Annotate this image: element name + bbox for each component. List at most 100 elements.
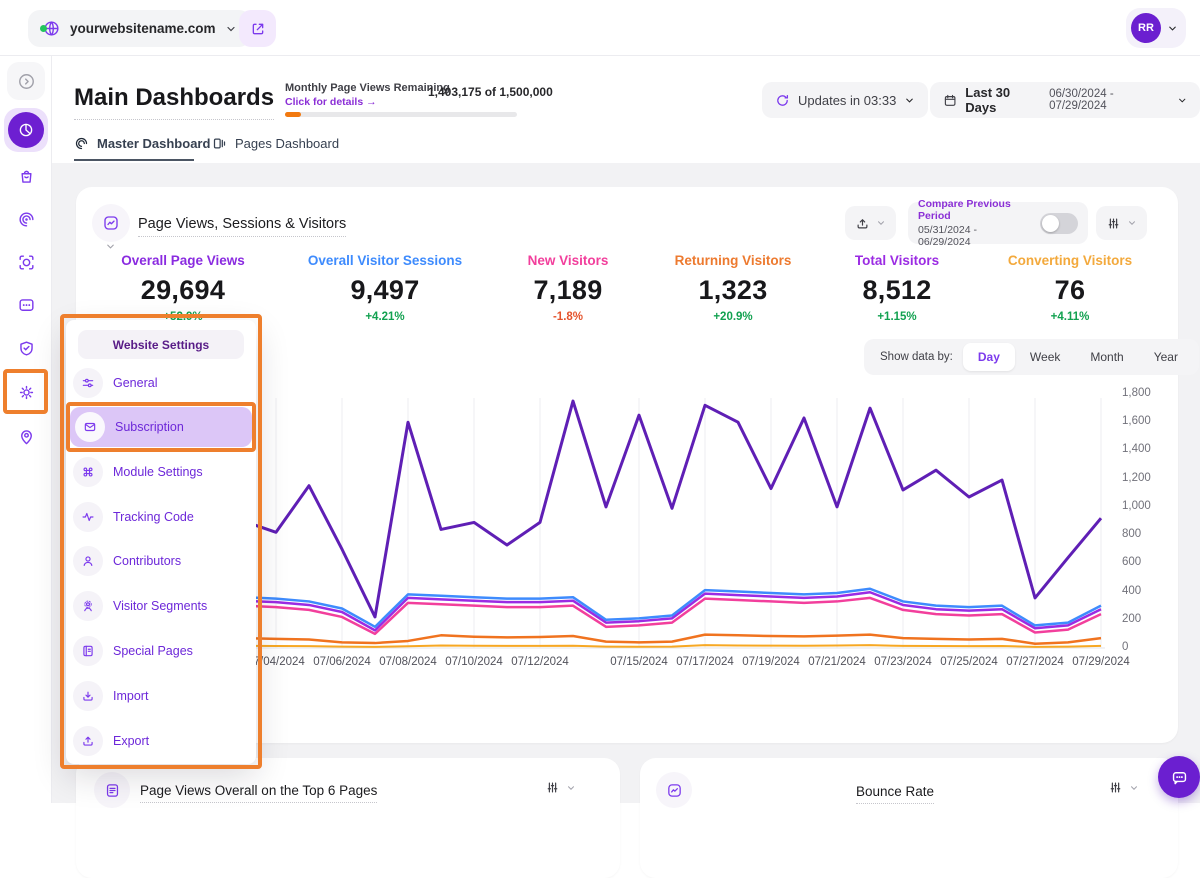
metric-value: 1,323 [698, 275, 768, 305]
active-tab-underline [74, 159, 194, 161]
sidebar-item-visitor-locations[interactable] [7, 417, 45, 455]
option-year[interactable]: Year [1153, 350, 1178, 364]
sliders-icon [547, 782, 558, 793]
y-tick-label: 200 [1122, 612, 1142, 625]
metric-overall-visitor-sessions: Overall Visitor Sessions 9,497 +4.21% [270, 253, 500, 323]
user-icon [83, 556, 93, 566]
quota-details-link[interactable]: Click for details → [285, 96, 377, 108]
updates-dropdown[interactable]: Updates in 03:33 [762, 82, 929, 118]
x-tick-label: 07/17/2024 [676, 656, 734, 668]
x-tick-label: 07/10/2024 [445, 656, 503, 668]
calendar-icon [944, 94, 956, 106]
date-range-label: Last 30 Days [965, 85, 1011, 115]
option-month[interactable]: Month [1090, 350, 1124, 364]
top-pages-filter-button[interactable] [545, 780, 576, 795]
compare-toggle[interactable] [1040, 212, 1078, 234]
sidebar-item-settings[interactable] [7, 373, 45, 411]
menu-item-label: Special Pages [113, 644, 193, 658]
open-website-button[interactable] [239, 10, 276, 47]
compare-previous-period: Compare Previous Period 05/31/2024 - 06/… [908, 198, 1088, 248]
sessions-visitors-chart[interactable] [243, 394, 1105, 650]
website-selector[interactable]: yourwebsitename.com [28, 10, 251, 47]
bounce-rate-card [640, 758, 1178, 878]
menu-item-contributors[interactable]: Contributors [73, 546, 249, 576]
chevron-down-icon[interactable] [105, 241, 116, 252]
metric-overall-page-views: Overall Page Views 29,694 +52.9% [68, 253, 298, 323]
website-name: yourwebsitename.com [70, 21, 216, 36]
export-button[interactable] [845, 206, 896, 240]
swirl-icon [75, 137, 88, 150]
y-tick-label: 1,200 [1122, 471, 1151, 484]
bounce-rate-icon-badge [656, 772, 692, 808]
line-chart-icon [104, 216, 118, 230]
panel-title: Page Views, Sessions & Visitors [138, 216, 347, 237]
metric-label: Total Visitors [854, 253, 940, 268]
sidebar-item-goals[interactable] [7, 243, 45, 281]
x-axis-labels: 07/04/2024 07/06/2024 07/08/2024 07/10/2024… [243, 656, 1130, 672]
sidebar-expand-button[interactable] [7, 62, 45, 100]
y-tick-label: 600 [1122, 556, 1142, 569]
menu-item-label: Contributors [113, 554, 182, 568]
tab-pages-dashboard[interactable]: Pages Dashboard [212, 136, 339, 151]
menu-item-tracking-code[interactable]: Tracking Code [73, 502, 249, 532]
panel-filter-button[interactable] [1096, 206, 1147, 240]
sidebar-item-security[interactable] [7, 329, 45, 367]
metric-value: 76 [1054, 275, 1086, 305]
date-range-picker[interactable]: Last 30 Days 06/30/2024 - 07/29/2024 [930, 82, 1200, 118]
envelope-icon [84, 422, 96, 432]
bounce-rate-filter-button[interactable] [1108, 780, 1139, 795]
option-week[interactable]: Week [1029, 350, 1061, 364]
avatar: RR [1131, 13, 1161, 43]
menu-item-special-pages[interactable]: Special Pages [73, 636, 249, 666]
sidebar-item-dashboards[interactable] [4, 108, 48, 152]
chevron-down-icon [878, 221, 884, 225]
metric-delta: +4.21% [365, 311, 405, 323]
metric-value: 9,497 [350, 275, 420, 305]
y-axis-labels: 1,800 1,600 1,400 1,200 1,000 800 600 400 200 0 [1122, 387, 1170, 657]
command-icon [83, 467, 93, 477]
metric-converting-visitors: Converting Visitors 76 +4.11% [955, 253, 1185, 323]
menu-item-label: Export [113, 734, 150, 748]
globe-icon [40, 19, 61, 38]
panel-icon-badge [92, 204, 130, 242]
option-day[interactable]: Day [962, 343, 1015, 371]
chevron-down-icon [1131, 785, 1137, 790]
menu-item-label: Subscription [115, 420, 184, 434]
top-pages-icon-badge [94, 772, 130, 808]
metric-label: Converting Visitors [1007, 253, 1133, 268]
document-list-icon [106, 783, 118, 797]
chevron-down-icon [568, 785, 574, 790]
sidebar-item-sessions[interactable] [7, 200, 45, 238]
top-bar: yourwebsitename.com RR [0, 0, 1200, 56]
support-chat-button[interactable] [1158, 756, 1200, 798]
metric-label: Returning Visitors [674, 253, 792, 268]
y-tick-label: 0 [1122, 640, 1129, 653]
date-range-dates: 06/30/2024 - 07/29/2024 [1049, 88, 1114, 112]
tab-master-dashboard[interactable]: Master Dashboard [74, 136, 210, 151]
menu-item-export[interactable]: Export [73, 726, 249, 756]
menu-header: Website Settings [78, 330, 244, 359]
menu-item-general[interactable]: General [73, 368, 249, 398]
metric-value: 7,189 [533, 275, 603, 305]
chat-bubble-icon [1172, 771, 1186, 784]
sidebar-item-messages[interactable] [7, 286, 45, 324]
user-menu[interactable]: RR [1126, 8, 1186, 48]
user-segment-icon [84, 600, 92, 612]
menu-item-label: Tracking Code [113, 510, 194, 524]
menu-item-import[interactable]: Import [73, 681, 249, 711]
x-tick-label: 07/23/2024 [874, 656, 932, 668]
menu-item-subscription[interactable]: Subscription [70, 407, 252, 447]
menu-item-visitor-segments[interactable]: Visitor Segments [73, 591, 249, 621]
y-tick-label: 1,800 [1122, 387, 1151, 399]
bounce-rate-title-wrap: Bounce Rate [640, 783, 1150, 804]
top-pages-card [76, 758, 620, 878]
x-tick-label: 07/06/2024 [313, 656, 371, 668]
page-title: Main Dashboards [74, 84, 275, 120]
menu-item-module-settings[interactable]: Module Settings [73, 457, 249, 487]
menu-item-label: Visitor Segments [113, 599, 208, 613]
y-tick-label: 1,400 [1122, 443, 1151, 456]
line-chart-icon [667, 783, 681, 797]
x-tick-label: 07/21/2024 [808, 656, 866, 668]
x-tick-label: 07/12/2024 [511, 656, 569, 668]
sidebar-item-store[interactable] [7, 157, 45, 195]
